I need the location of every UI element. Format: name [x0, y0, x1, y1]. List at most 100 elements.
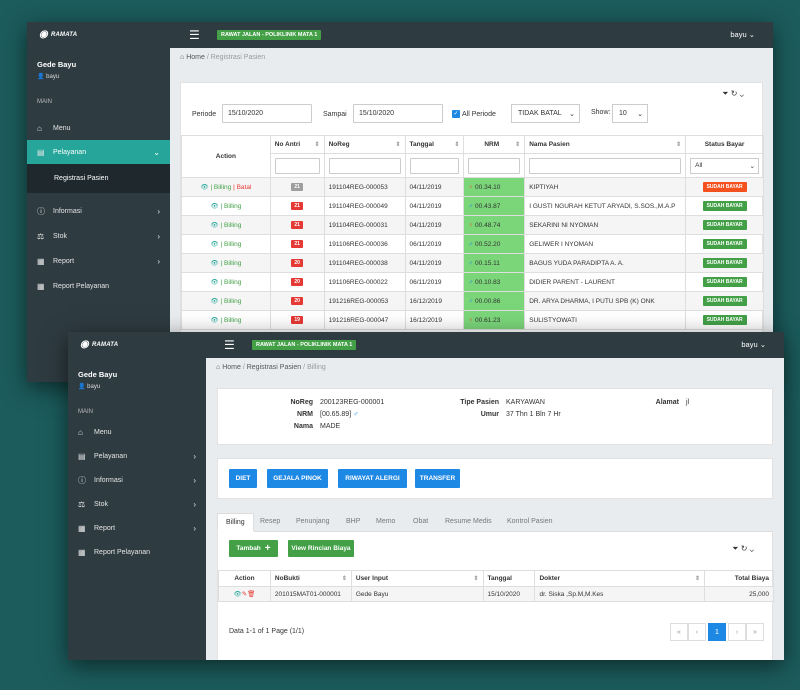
view-icon[interactable]: 👁 [210, 279, 219, 286]
filter-no-antri-input[interactable] [274, 157, 320, 174]
tab-resep[interactable]: Resep [260, 518, 281, 525]
view-icon[interactable]: 👁 [210, 298, 219, 305]
refresh-icon[interactable]: ↻ [740, 544, 748, 553]
riwayat-alergi-button[interactable]: RIWAYAT ALERGI [338, 469, 407, 488]
tab-obat[interactable]: Obat [413, 518, 429, 525]
filter-icon[interactable]: ⏷ [722, 89, 729, 98]
chevron-down-icon[interactable]: ⌄ [739, 89, 744, 98]
menu-toggle-icon[interactable]: ☰ [224, 338, 235, 352]
table-row[interactable]: 👁 | Billing 20 191106REG-000022 06/11/2019 ♂… [181, 272, 764, 292]
col-dokter[interactable]: Dokter ⇕ [534, 570, 706, 587]
view-rincian-biaya-button[interactable]: View Rincian Biaya [288, 540, 354, 557]
view-icon[interactable]: 👁 [210, 260, 219, 267]
table-row[interactable]: 👁 | Billing 20 191216REG-000053 16/12/2019 ♂… [181, 291, 764, 311]
chevron-down-icon[interactable]: ⌄ [749, 544, 754, 553]
refresh-icon[interactable]: ↻ [730, 89, 738, 98]
sort-icon[interactable]: ⇕ [676, 142, 682, 148]
col-user-input[interactable]: User Input ⇕ [350, 570, 484, 587]
filter-tanggal-input[interactable] [409, 157, 460, 174]
filter-noreg-input[interactable] [328, 157, 401, 174]
sidebar-item-registrasi-pasien[interactable]: Registrasi Pasien [27, 164, 170, 193]
tab-billing[interactable]: Billing [217, 513, 254, 532]
table-row[interactable]: 👁 | Billing 20 191104REG-000038 04/11/2019 ♂… [181, 253, 764, 273]
sidebar-item-menu[interactable]: ⌂ Menu [37, 123, 71, 133]
table-row[interactable]: 👁 | Billing 19 191216REG-000047 16/12/2019 ♀… [181, 310, 764, 330]
sort-icon[interactable]: ⇕ [473, 576, 479, 582]
view-icon[interactable]: 👁 [210, 203, 219, 210]
transfer-button[interactable]: TRANSFER [415, 469, 460, 488]
col-nobukti[interactable]: NoBukti ⇕ [269, 570, 352, 587]
table-row[interactable]: 👁✎🗑 201015MAT01-000001 Gede Bayu 15/10/2… [218, 586, 774, 602]
col-nrm[interactable]: NRM ⇕ [463, 135, 526, 154]
app-logo[interactable]: ◉ RAMATA [80, 339, 119, 350]
pager-prev[interactable]: ‹ [688, 623, 706, 641]
periode-start-input[interactable] [222, 104, 312, 123]
col-tanggal[interactable]: Tanggal ⇕ [404, 135, 465, 154]
sidebar-item-report-pelayanan[interactable]: ▦ Report Pelayanan [37, 281, 110, 291]
periode-end-input[interactable] [353, 104, 443, 123]
tab-penunjang[interactable]: Penunjang [296, 518, 330, 525]
view-icon[interactable]: 👁 [210, 222, 219, 229]
table-row[interactable]: 👁 | Billing 21 191104REG-000049 04/11/2019 ♂… [181, 196, 764, 216]
view-icon[interactable]: 👁 [210, 317, 219, 324]
page-size-select[interactable]: 10 ⌄ [612, 104, 648, 123]
delete-icon[interactable]: 🗑 [247, 591, 256, 598]
pager-first[interactable]: « [670, 623, 688, 641]
view-icon[interactable]: 👁 [210, 241, 219, 248]
table-row[interactable]: 👁 | Billing 21 191106REG-000036 06/11/2019 ♂… [181, 234, 764, 254]
user-menu[interactable]: bayu ⌄ [741, 340, 766, 349]
billing-link[interactable]: | Billing [210, 184, 232, 191]
tab-resume-medis[interactable]: Resume Medis [445, 518, 492, 525]
billing-link[interactable]: | Billing [220, 317, 242, 324]
sidebar-item-menu[interactable]: ⌂ Menu [78, 427, 112, 437]
pager-last[interactable]: » [746, 623, 764, 641]
sort-icon[interactable]: ⇕ [341, 576, 347, 582]
col-noreg[interactable]: NoReg ⇕ [323, 135, 406, 154]
tab-kontrol-pasien[interactable]: Kontrol Pasien [507, 518, 553, 525]
sidebar-item-pelayanan[interactable]: ▤ Pelayanan ⌄ [27, 140, 170, 164]
table-row[interactable]: 👁 | Billing | Batal 21 191104REG-000053 04/… [181, 177, 764, 197]
sidebar-item-informasi[interactable]: ⓘ Informasi › [37, 206, 160, 216]
sidebar-item-pelayanan[interactable]: ▤ Pelayanan › [78, 451, 196, 461]
batal-link[interactable]: | Batal [233, 184, 252, 191]
table-row[interactable]: 👁 | Billing 21 191104REG-000031 04/11/2019 ♀… [181, 215, 764, 235]
col-nama-pasien[interactable]: Nama Pasien ⇕ [524, 135, 687, 154]
billing-link[interactable]: | Billing [220, 241, 242, 248]
tambah-button[interactable]: Tambah + [229, 540, 278, 557]
sort-icon[interactable]: ⇕ [454, 142, 460, 148]
filter-icon[interactable]: ⏷ [732, 544, 739, 553]
edit-icon[interactable]: ✎ [241, 591, 248, 598]
sort-icon[interactable]: ⇕ [695, 576, 701, 582]
sort-icon[interactable]: ⇕ [515, 142, 521, 148]
user-menu[interactable]: bayu ⌄ [730, 30, 755, 39]
sidebar-item-stok[interactable]: ⚖ Stok › [37, 231, 160, 241]
pager-page-1[interactable]: 1 [708, 623, 726, 641]
sidebar-item-informasi[interactable]: ⓘ Informasi › [78, 475, 196, 485]
billing-link[interactable]: | Billing [220, 279, 242, 286]
pager-next[interactable]: › [728, 623, 746, 641]
view-icon[interactable]: 👁 [233, 591, 242, 598]
tab-bhp[interactable]: BHP [346, 518, 361, 525]
sidebar-item-stok[interactable]: ⚖ Stok › [78, 499, 196, 509]
menu-toggle-icon[interactable]: ☰ [189, 28, 200, 42]
filter-nrm-input[interactable] [468, 157, 521, 174]
sort-icon[interactable]: ⇕ [395, 142, 401, 148]
all-periode-checkbox[interactable]: ✓ All Periode [452, 110, 496, 118]
tab-memo[interactable]: Memo [376, 518, 396, 525]
view-icon[interactable]: 👁 [200, 184, 209, 191]
sidebar-item-report[interactable]: ▦ Report › [78, 523, 196, 533]
sidebar-item-report[interactable]: ▦ Report › [37, 256, 160, 266]
sort-icon[interactable]: ⇕ [314, 142, 320, 148]
col-tanggal[interactable]: Tanggal [482, 570, 536, 587]
billing-link[interactable]: | Billing [220, 203, 242, 210]
billing-link[interactable]: | Billing [220, 260, 242, 267]
filter-nama-input[interactable] [529, 157, 682, 174]
sidebar-item-report-pelayanan[interactable]: ▦ Report Pelayanan [78, 547, 151, 557]
col-no-antri[interactable]: No Antri ⇕ [269, 135, 325, 154]
billing-link[interactable]: | Billing [220, 222, 242, 229]
filter-status-select[interactable]: All ⌄ [690, 157, 759, 174]
status-select[interactable]: TIDAK BATAL ⌄ [511, 104, 580, 123]
app-logo[interactable]: ◉ RAMATA [39, 29, 78, 40]
gejala-pinok-button[interactable]: GEJALA PINOK [267, 469, 328, 488]
diet-button[interactable]: DIET [229, 469, 257, 488]
